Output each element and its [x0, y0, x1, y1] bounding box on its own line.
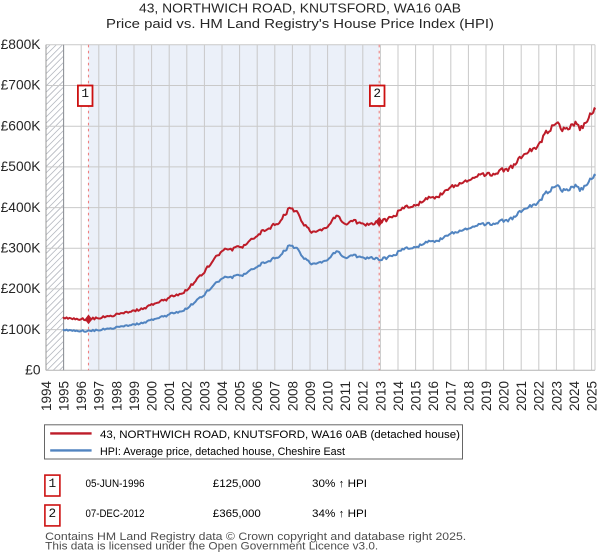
- svg-text:2002: 2002: [180, 381, 195, 411]
- svg-text:2013: 2013: [373, 381, 388, 411]
- svg-text:2001: 2001: [162, 381, 177, 411]
- svg-text:This data is licensed under th: This data is licensed under the Open Gov…: [45, 541, 378, 553]
- svg-text:£125,000: £125,000: [213, 478, 261, 490]
- svg-text:£100K: £100K: [1, 322, 42, 337]
- svg-text:2: 2: [49, 506, 57, 521]
- svg-text:2010: 2010: [321, 381, 336, 411]
- svg-text:£365,000: £365,000: [213, 508, 261, 520]
- svg-text:Contains HM Land Registry data: Contains HM Land Registry data © Crown c…: [45, 531, 466, 543]
- svg-text:£500K: £500K: [1, 159, 42, 174]
- svg-text:1996: 1996: [74, 381, 89, 411]
- svg-text:£800K: £800K: [1, 37, 42, 52]
- svg-text:2020: 2020: [497, 381, 512, 411]
- svg-text:2008: 2008: [285, 381, 300, 411]
- svg-text:2015: 2015: [409, 381, 424, 411]
- svg-text:£400K: £400K: [1, 200, 42, 215]
- svg-text:1999: 1999: [127, 381, 142, 411]
- svg-text:£600K: £600K: [1, 118, 42, 133]
- svg-text:43, NORTHWICH ROAD, KNUTSFORD,: 43, NORTHWICH ROAD, KNUTSFORD, WA16 0AB: [139, 1, 461, 16]
- svg-text:34% ↑ HPI: 34% ↑ HPI: [312, 508, 367, 520]
- svg-text:2018: 2018: [461, 381, 476, 411]
- svg-text:1: 1: [49, 476, 57, 491]
- svg-text:£0: £0: [25, 363, 41, 378]
- svg-text:£200K: £200K: [1, 281, 42, 296]
- svg-text:2019: 2019: [479, 381, 494, 411]
- svg-text:1995: 1995: [57, 381, 72, 411]
- svg-text:2005: 2005: [233, 381, 248, 411]
- svg-text:1994: 1994: [39, 380, 54, 411]
- svg-text:2011: 2011: [338, 381, 353, 411]
- svg-text:1997: 1997: [92, 381, 107, 411]
- svg-text:2014: 2014: [391, 380, 406, 411]
- svg-text:Price paid vs. HM Land Registr: Price paid vs. HM Land Registry's House …: [106, 16, 494, 31]
- svg-text:2025: 2025: [585, 381, 600, 411]
- svg-text:2: 2: [373, 86, 381, 101]
- svg-text:2017: 2017: [444, 381, 459, 411]
- svg-text:2023: 2023: [549, 381, 564, 411]
- svg-text:1998: 1998: [109, 381, 124, 411]
- svg-text:2006: 2006: [250, 381, 265, 411]
- svg-text:2022: 2022: [532, 381, 547, 411]
- svg-text:05-JUN-1996: 05-JUN-1996: [86, 478, 145, 490]
- svg-text:07-DEC-2012: 07-DEC-2012: [86, 508, 145, 520]
- svg-text:£300K: £300K: [1, 240, 42, 255]
- svg-text:2024: 2024: [567, 380, 582, 411]
- svg-text:2016: 2016: [426, 381, 441, 411]
- svg-text:1: 1: [81, 86, 89, 101]
- svg-text:HPI: Average price, detached h: HPI: Average price, detached house, Ches…: [100, 446, 345, 458]
- svg-text:2007: 2007: [268, 381, 283, 411]
- svg-text:2004: 2004: [215, 380, 230, 411]
- svg-text:2003: 2003: [197, 381, 212, 411]
- svg-text:2021: 2021: [514, 381, 529, 411]
- svg-text:£700K: £700K: [1, 78, 42, 93]
- svg-text:2009: 2009: [303, 381, 318, 411]
- svg-text:30% ↑ HPI: 30% ↑ HPI: [312, 478, 367, 490]
- svg-text:43, NORTHWICH ROAD, KNUTSFORD,: 43, NORTHWICH ROAD, KNUTSFORD, WA16 0AB …: [100, 429, 460, 441]
- svg-text:2012: 2012: [356, 381, 371, 411]
- svg-text:2000: 2000: [145, 381, 160, 411]
